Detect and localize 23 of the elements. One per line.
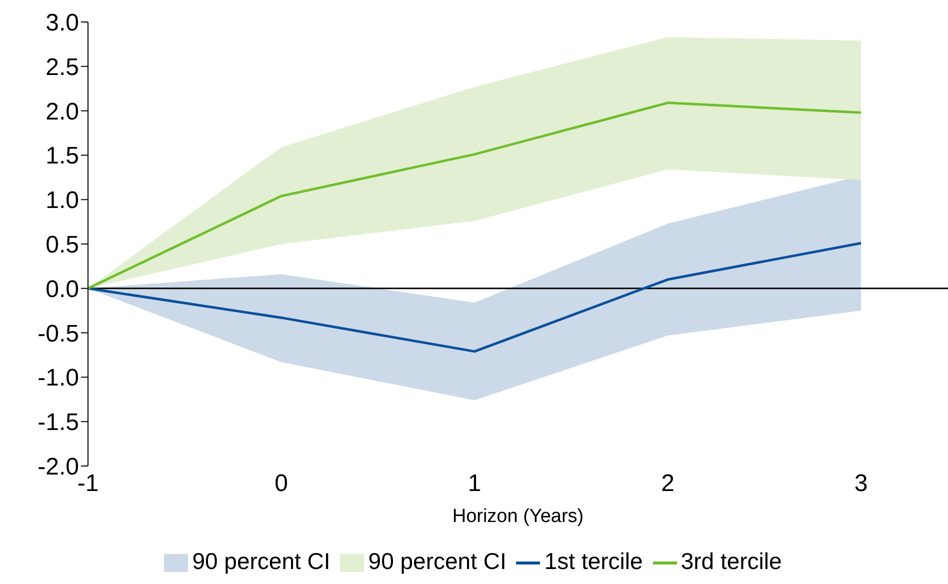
y-tick-label: 1.5 bbox=[46, 142, 79, 170]
line-series bbox=[88, 242, 862, 353]
legend-label: 90 percent CI bbox=[192, 548, 330, 574]
line-series bbox=[88, 102, 862, 290]
x-tick-label: -1 bbox=[77, 470, 99, 498]
y-tick-label: 2.0 bbox=[46, 98, 79, 126]
y-tick-label: -1.0 bbox=[38, 364, 79, 392]
x-tick-label: 1 bbox=[468, 470, 482, 498]
legend-label: 1st tercile bbox=[544, 548, 643, 574]
x-tick-label: 0 bbox=[274, 470, 288, 498]
x-axis-title: Horizon (Years) bbox=[452, 506, 584, 527]
y-tick-label: 1.0 bbox=[46, 187, 79, 214]
y-tick-label: 3.0 bbox=[46, 10, 79, 37]
legend-label: 90 percent CI bbox=[368, 548, 506, 574]
y-tick-label: -2.0 bbox=[38, 454, 79, 481]
x-tick-label: 2 bbox=[661, 470, 674, 498]
y-tick-label: 2.5 bbox=[46, 54, 79, 81]
y-tick-label: 0.0 bbox=[46, 276, 79, 303]
x-tick-label: 3 bbox=[854, 470, 868, 498]
y-tick-label: 0.5 bbox=[46, 232, 79, 259]
y-tick-label: -1.5 bbox=[38, 409, 79, 436]
y-tick-label: -0.5 bbox=[38, 320, 79, 348]
legend-label: 3rd tercile bbox=[680, 548, 782, 574]
